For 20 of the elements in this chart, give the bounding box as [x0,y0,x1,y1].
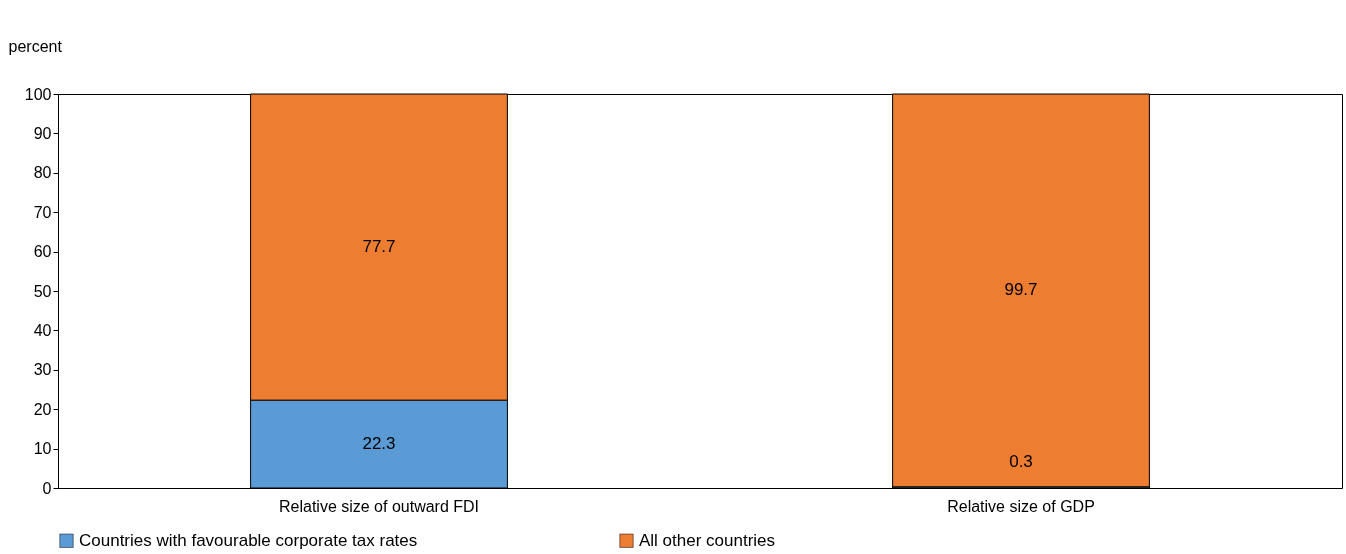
x-tick-label: Relative size of GDP [947,497,1095,515]
y-tick-label: 20 [33,400,52,418]
y-tick-label: 40 [33,321,52,339]
data-label: 99.7 [1004,280,1038,300]
y-axis-title: percent [8,37,63,55]
y-tick-label: 80 [33,164,52,182]
legend-label: Countries with favourable corporate tax rates [79,530,418,550]
data-label: 22.3 [362,434,396,454]
y-tick-label: 100 [24,85,52,103]
data-label: 77.7 [362,237,396,257]
y-tick-label: 60 [33,243,52,261]
legend-label: All other countries [639,530,776,550]
data-label: 0.3 [1009,452,1033,472]
y-tick-label: 50 [33,282,52,300]
y-tick-label: 30 [33,361,52,379]
y-tick-label: 10 [33,440,52,458]
y-tick-label: 90 [33,124,52,142]
x-tick-label: Relative size of outward FDI [278,497,480,515]
y-tick-label: 70 [33,203,52,221]
y-tick-label: 0 [42,479,52,497]
